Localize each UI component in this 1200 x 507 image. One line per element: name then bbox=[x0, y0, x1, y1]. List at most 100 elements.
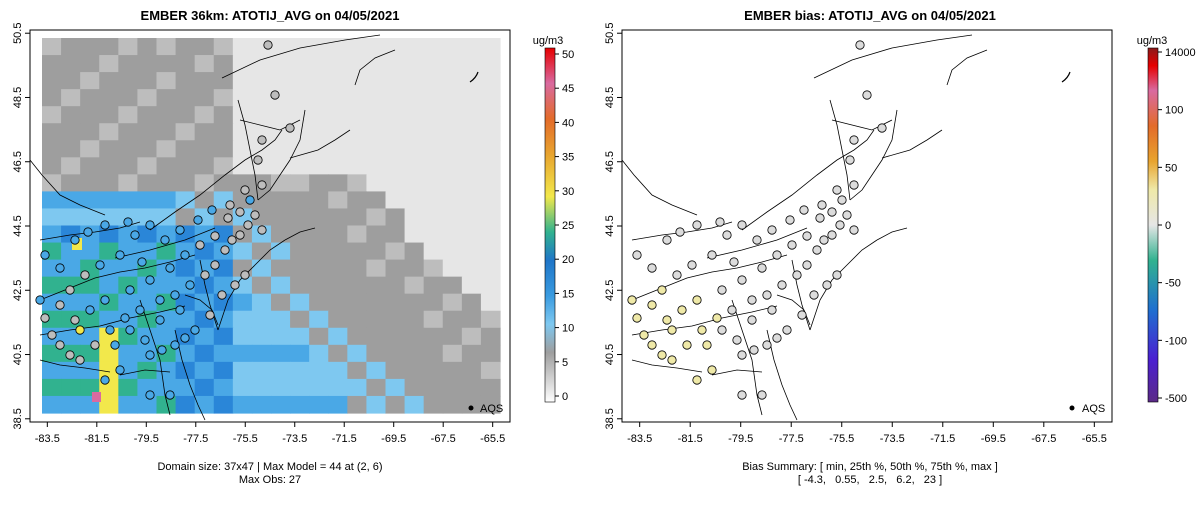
heatmap-cell bbox=[423, 395, 444, 414]
heatmap-cell bbox=[42, 174, 62, 193]
station-point bbox=[772, 250, 782, 260]
station-point bbox=[819, 235, 829, 245]
heatmap-cell bbox=[309, 123, 329, 141]
heatmap-cell bbox=[137, 123, 158, 141]
map-boundary-line bbox=[354, 49, 396, 86]
heatmap-cell bbox=[156, 38, 177, 56]
station-point bbox=[762, 290, 772, 300]
heatmap-cell bbox=[61, 72, 81, 90]
heatmap-cell bbox=[232, 140, 253, 158]
heatmap-cell bbox=[213, 55, 234, 73]
heatmap-cell bbox=[442, 191, 463, 210]
station-point bbox=[125, 285, 135, 295]
heatmap-cell bbox=[271, 395, 291, 414]
heatmap-cell bbox=[366, 310, 387, 329]
heatmap-cell bbox=[251, 55, 272, 73]
map-boundary-line bbox=[237, 99, 259, 201]
heatmap-cell bbox=[118, 344, 139, 363]
heatmap-cell bbox=[442, 327, 463, 346]
heatmap-cell bbox=[42, 208, 62, 227]
heatmap-cell bbox=[442, 55, 463, 73]
heatmap-cell bbox=[366, 140, 387, 158]
heatmap-cell bbox=[328, 191, 348, 210]
station-point bbox=[632, 250, 642, 260]
heatmap-cell bbox=[309, 191, 329, 210]
station-point bbox=[175, 225, 185, 235]
heatmap-cell bbox=[347, 310, 368, 329]
station-point bbox=[667, 355, 677, 365]
heatmap-cell bbox=[328, 259, 348, 278]
heatmap-cell bbox=[328, 157, 348, 175]
heatmap-cell bbox=[461, 174, 482, 193]
heatmap-cell bbox=[175, 378, 196, 397]
heatmap-cell bbox=[175, 55, 196, 73]
heatmap-cell bbox=[137, 174, 158, 193]
heatmap-cell bbox=[118, 208, 139, 227]
left-map-boundaries bbox=[30, 34, 479, 421]
heatmap-cell bbox=[137, 191, 158, 210]
x-tick-label: -65.5 bbox=[480, 433, 505, 445]
heatmap-cell bbox=[461, 208, 482, 227]
heatmap-cell bbox=[385, 276, 406, 295]
station-point bbox=[817, 200, 827, 210]
heatmap-cell bbox=[194, 361, 215, 380]
heatmap-cell bbox=[461, 310, 482, 329]
y-tick-label: 40.5 bbox=[604, 344, 616, 365]
station-point bbox=[675, 227, 685, 237]
heatmap-cell bbox=[309, 55, 329, 73]
station-point bbox=[855, 40, 865, 50]
station-point bbox=[827, 230, 837, 240]
station-point bbox=[145, 390, 155, 400]
y-tick-label: 46.5 bbox=[604, 151, 616, 172]
colorbar-tick-label: 40 bbox=[562, 117, 574, 129]
station-point bbox=[180, 333, 190, 343]
heatmap-cell bbox=[423, 344, 444, 363]
station-point bbox=[749, 345, 759, 355]
heatmap-cell bbox=[347, 140, 368, 158]
heatmap-cell bbox=[442, 344, 463, 363]
heatmap-cell bbox=[328, 310, 348, 329]
station-point bbox=[65, 285, 75, 295]
station-point bbox=[842, 210, 852, 220]
heatmap-cell bbox=[385, 38, 406, 56]
heatmap-cell bbox=[385, 157, 406, 175]
heatmap-cell bbox=[385, 361, 406, 380]
station-point bbox=[195, 240, 205, 250]
heatmap-cell bbox=[175, 344, 196, 363]
heatmap-cell bbox=[309, 157, 329, 175]
heatmap-cell bbox=[347, 395, 368, 414]
heatmap-cell bbox=[404, 361, 425, 380]
heatmap-cell bbox=[385, 72, 406, 90]
heatmap-cell bbox=[290, 242, 310, 261]
heatmap-cell bbox=[366, 344, 387, 363]
heatmap-cell bbox=[347, 225, 368, 244]
heatmap-cell bbox=[99, 55, 119, 73]
colorbar-tick-label: 0 bbox=[562, 391, 568, 403]
heatmap-cell bbox=[251, 361, 272, 380]
station-point bbox=[752, 235, 762, 245]
heatmap-cell bbox=[442, 72, 463, 90]
station-point bbox=[849, 180, 859, 190]
station-point bbox=[55, 263, 65, 273]
heatmap-cell bbox=[99, 242, 119, 261]
heatmap-cell bbox=[99, 310, 119, 329]
x-tick-label: -69.5 bbox=[381, 433, 406, 445]
heatmap-cell bbox=[309, 327, 329, 346]
station-point bbox=[802, 231, 812, 241]
y-tick-label: 42.5 bbox=[12, 280, 24, 301]
station-point bbox=[70, 235, 80, 245]
map-boundary-line bbox=[631, 359, 703, 373]
heatmap-cell bbox=[194, 293, 215, 312]
heatmap-cell bbox=[271, 225, 291, 244]
heatmap-cell bbox=[309, 378, 329, 397]
station-point bbox=[257, 135, 267, 145]
heatmap-cell bbox=[423, 378, 444, 397]
heatmap-cell bbox=[423, 38, 444, 56]
heatmap-cell bbox=[61, 259, 81, 278]
heatmap-cell bbox=[137, 89, 158, 107]
station-point bbox=[737, 390, 747, 400]
map-boundary-line bbox=[776, 294, 811, 326]
heatmap-cell bbox=[251, 310, 272, 329]
heatmap-cell bbox=[251, 242, 272, 261]
heatmap-cell bbox=[442, 242, 463, 261]
